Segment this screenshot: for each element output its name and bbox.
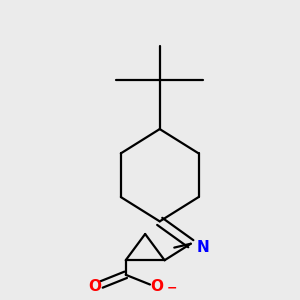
Text: O: O xyxy=(150,279,163,294)
Text: N: N xyxy=(196,240,209,255)
Text: −: − xyxy=(167,282,177,295)
Text: O: O xyxy=(88,279,101,294)
